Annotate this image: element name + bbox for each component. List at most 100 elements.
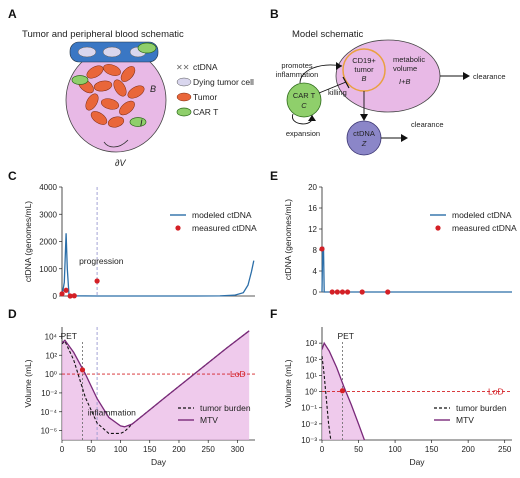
y-tick-label: 10⁰ bbox=[45, 370, 57, 379]
x-tick-label: 50 bbox=[354, 445, 363, 454]
legend-ctdna: ctDNA bbox=[193, 62, 218, 72]
y-tick-label: 8 bbox=[313, 246, 318, 255]
point-measured-ctdna bbox=[319, 246, 325, 252]
x-tick-label: 0 bbox=[60, 445, 65, 454]
y-tick-label: 4 bbox=[313, 267, 318, 276]
legend-swatch-measured bbox=[435, 225, 441, 231]
progression-label: progression bbox=[79, 256, 124, 266]
legend-tumor: Tumor bbox=[193, 92, 217, 102]
legend-mtv: MTV bbox=[200, 415, 218, 425]
inflammation-label: inflammation bbox=[88, 408, 136, 418]
panel-a-legend: ✕✕ ctDNA Dying tumor cell Tumor CAR T bbox=[176, 62, 254, 117]
svg-text:I+B: I+B bbox=[399, 77, 410, 86]
y-tick-label: 16 bbox=[308, 204, 317, 213]
y-tick-label: 20 bbox=[308, 183, 317, 192]
chart-d: 0 50 100 150 200 250 300 10⁴ 10² 10⁰ 10⁻² 10⁻⁴ 10⁻⁶ V… bbox=[23, 327, 255, 467]
car-t-cell bbox=[71, 75, 89, 85]
point-measured-ctdna bbox=[334, 289, 340, 295]
killing-line bbox=[318, 81, 347, 94]
dying-cell-icon bbox=[176, 77, 192, 87]
chart-c: 0 1000 2000 3000 4000 ctDNA (genomes/mL) progr… bbox=[23, 183, 257, 301]
x-tick-label: 300 bbox=[231, 445, 245, 454]
legend-measured: measured ctDNA bbox=[192, 223, 257, 233]
series-tumor-burden bbox=[321, 356, 332, 441]
y-axis-label: ctDNA (genomes/mL) bbox=[283, 199, 293, 280]
point-measured-ctdna bbox=[71, 293, 77, 299]
x-tick-label: 250 bbox=[202, 445, 216, 454]
legend-cart: CAR T bbox=[193, 107, 218, 117]
point-measured-ctdna bbox=[385, 289, 391, 295]
panel-a-title: Tumor and peripheral blood schematic bbox=[22, 29, 184, 40]
y-tick-label: 10⁻² bbox=[301, 420, 317, 429]
label-i: I bbox=[140, 118, 143, 128]
point-measured-ctdna bbox=[63, 287, 69, 293]
series-mtv bbox=[61, 330, 250, 428]
x-tick-label: 150 bbox=[425, 445, 439, 454]
legend-tumor-burden: tumor burden bbox=[456, 403, 507, 413]
y-tick-label: 10¹ bbox=[305, 371, 317, 380]
svg-text:CD19+: CD19+ bbox=[352, 56, 376, 65]
y-tick-label: 10⁻¹ bbox=[301, 404, 317, 413]
car-t-cell bbox=[137, 42, 157, 54]
tumor-cell-icon bbox=[176, 92, 192, 102]
y-tick-label: 10³ bbox=[305, 339, 317, 348]
x-tick-label: 100 bbox=[114, 445, 128, 454]
panel-b-letter: B bbox=[270, 7, 279, 21]
svg-text:B: B bbox=[361, 74, 366, 83]
point-measured-ctdna bbox=[94, 278, 100, 284]
x-tick-label: 200 bbox=[461, 445, 475, 454]
y-axis-label: ctDNA (genomes/mL) bbox=[23, 201, 33, 282]
svg-text:metabolic: metabolic bbox=[393, 55, 425, 64]
legend-tumor-burden: tumor burden bbox=[200, 403, 251, 413]
svg-text:ctDNA: ctDNA bbox=[353, 129, 375, 138]
y-tick-label: 10² bbox=[45, 351, 57, 360]
y-tick-label: 0 bbox=[53, 292, 58, 301]
panel-a-letter: A bbox=[8, 7, 17, 21]
pet-measurement-point bbox=[79, 367, 86, 373]
legend-dying: Dying tumor cell bbox=[193, 77, 254, 87]
panel-b-title: Model schematic bbox=[292, 29, 364, 40]
point-measured-ctdna bbox=[339, 289, 346, 295]
panel-e-letter: E bbox=[270, 169, 278, 183]
boundary-arrow bbox=[103, 139, 129, 148]
y-tick-label: 10⁻² bbox=[41, 389, 57, 398]
point-measured-ctdna bbox=[329, 289, 335, 295]
svg-text:tumor: tumor bbox=[354, 65, 374, 74]
y-tick-label: 3000 bbox=[39, 210, 57, 219]
panel-f-letter: F bbox=[270, 307, 277, 321]
y-tick-label: 4000 bbox=[39, 183, 57, 192]
y-tick-label: 10² bbox=[305, 355, 317, 364]
svg-text:promotes: promotes bbox=[281, 61, 313, 70]
x-tick-label: 100 bbox=[388, 445, 402, 454]
car-t-cell bbox=[129, 117, 147, 127]
lod-label: LoD bbox=[230, 369, 246, 379]
dying-cell-in-vessel bbox=[77, 46, 97, 58]
mtv-fill bbox=[62, 330, 250, 440]
ctdna-icon: ✕✕ bbox=[176, 63, 189, 72]
series-modeled-ctdna bbox=[321, 246, 512, 293]
x-tick-label: 0 bbox=[320, 445, 325, 454]
y-tick-label: 10⁻⁶ bbox=[41, 427, 57, 436]
lod-label: LoD bbox=[488, 387, 504, 397]
x-tick-label: 50 bbox=[87, 445, 96, 454]
pet-label: PET bbox=[60, 331, 77, 341]
panel-d-letter: D bbox=[8, 307, 17, 321]
dying-cell-in-vessel bbox=[102, 46, 122, 58]
svg-text:CAR T: CAR T bbox=[293, 91, 316, 100]
x-axis-label: Day bbox=[409, 457, 425, 467]
y-tick-label: 10⁴ bbox=[45, 332, 58, 341]
chart-f: 0 50 100 150 200 250 10³ 10² 10¹ 10⁰ 10⁻¹ 10⁻² 10⁻³ V… bbox=[283, 327, 512, 467]
legend-measured: measured ctDNA bbox=[452, 223, 517, 233]
y-tick-label: 10⁰ bbox=[305, 388, 317, 397]
point-measured-ctdna bbox=[344, 289, 351, 295]
x-tick-label: 200 bbox=[172, 445, 186, 454]
svg-text:C: C bbox=[301, 101, 307, 110]
svg-text:clearance: clearance bbox=[411, 120, 444, 129]
x-tick-label: 250 bbox=[498, 445, 512, 454]
pet-label: PET bbox=[337, 331, 354, 341]
svg-text:clearance: clearance bbox=[473, 72, 506, 81]
svg-text:expansion: expansion bbox=[286, 129, 320, 138]
series-modeled-ctdna bbox=[61, 233, 255, 297]
y-tick-label: 10⁻⁴ bbox=[40, 408, 57, 417]
